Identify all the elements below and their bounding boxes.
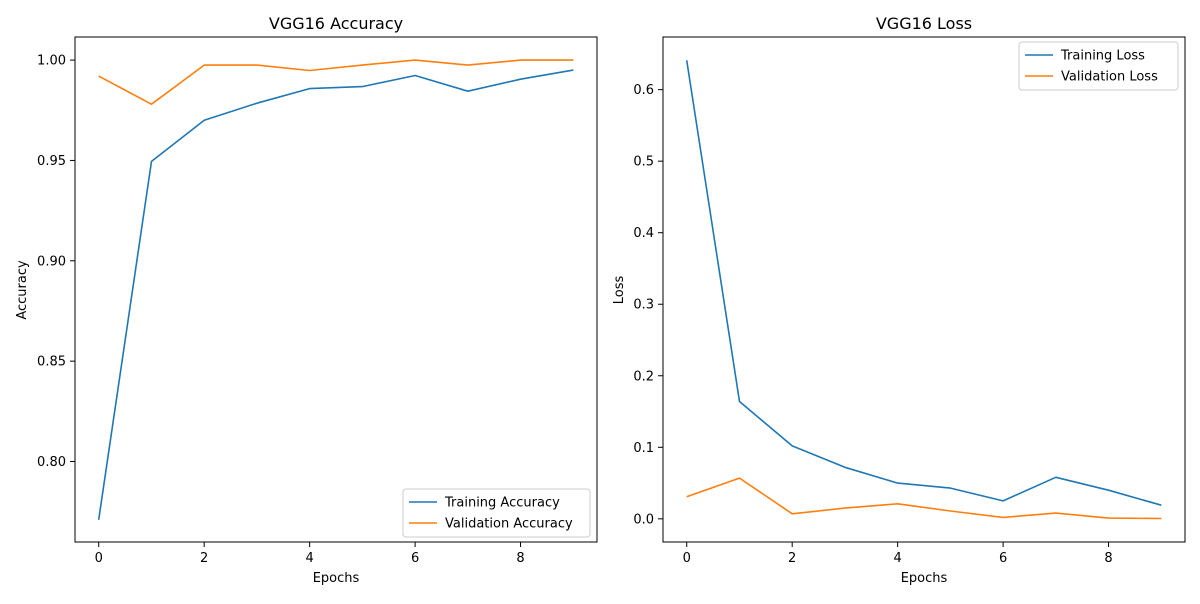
y-tick-label: 0.6 [633, 83, 654, 98]
y-tick-label: 0.85 [37, 355, 66, 370]
axis-ticks: 0 2 4 6 8 0.80 0.85 0.90 0.95 1.00 [37, 54, 525, 566]
y-tick-label: 0.95 [37, 154, 66, 169]
y-tick-label: 0.1 [633, 441, 654, 456]
x-tick-label: 6 [999, 551, 1007, 566]
plot-frame [662, 36, 1186, 543]
chart-title: VGG16 Accuracy [269, 14, 403, 33]
axis-ticks: 0 2 4 6 8 0.0 0.1 0.2 0.3 0.4 0.5 0.6 [633, 83, 1112, 566]
legend-box [1018, 41, 1179, 91]
series-line-training [685, 60, 1162, 506]
x-tick-label: 4 [305, 551, 313, 566]
y-tick-label: 0.80 [37, 455, 66, 470]
y-tick-label: 0.3 [633, 298, 654, 313]
legend-label: Training Accuracy [444, 496, 560, 511]
x-tick-label: 8 [516, 551, 524, 566]
legend-label: Training Loss [1060, 49, 1145, 64]
series-line-validation [98, 59, 574, 105]
y-tick-label: 0.4 [633, 226, 654, 241]
legend-box [402, 488, 591, 538]
y-tick-label: 1.00 [37, 54, 66, 69]
series-line-validation [686, 477, 1162, 520]
x-tick-label: 0 [683, 551, 691, 566]
x-axis-label: Epochs [313, 571, 360, 586]
chart-title: VGG16 Loss [876, 14, 972, 33]
accuracy-chart: VGG16 Accuracy Epochs Accuracy 0 2 4 6 8 0.80… [15, 14, 598, 586]
legend: Training Loss Validation Loss [1018, 41, 1179, 91]
plot-frame [74, 36, 598, 543]
legend-label: Validation Accuracy [445, 517, 573, 532]
series-line-training [97, 69, 574, 520]
x-axis-label: Epochs [901, 571, 948, 586]
plot-lines [685, 60, 1162, 520]
plot-lines [97, 59, 574, 520]
x-tick-label: 2 [200, 551, 208, 566]
y-axis-label: Accuracy [15, 260, 30, 320]
x-tick-label: 2 [788, 551, 796, 566]
x-tick-label: 4 [893, 551, 901, 566]
y-tick-label: 0.5 [633, 155, 654, 170]
x-tick-label: 8 [1104, 551, 1112, 566]
y-tick-label: 0.2 [633, 369, 654, 384]
y-axis-label: Loss [612, 276, 627, 305]
legend: Training Accuracy Validation Accuracy [402, 488, 591, 538]
y-tick-label: 0.90 [37, 254, 66, 269]
x-tick-label: 0 [95, 551, 103, 566]
y-tick-label: 0.0 [633, 512, 654, 527]
legend-label: Validation Loss [1061, 70, 1158, 85]
loss-chart: VGG16 Loss Epochs Loss 0 2 4 6 8 0.0 0.1 0.2 0.3… [612, 14, 1186, 586]
x-tick-label: 6 [411, 551, 419, 566]
